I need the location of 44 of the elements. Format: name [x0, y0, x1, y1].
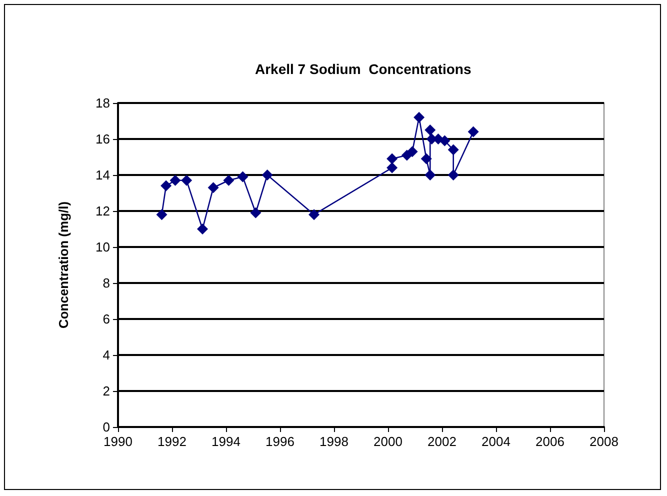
point — [439, 135, 450, 146]
x-tick-label: 1994 — [212, 434, 240, 449]
point — [170, 174, 181, 186]
x-tick-label: 1992 — [158, 434, 186, 449]
point — [160, 180, 172, 192]
y-tick-label: 0 — [102, 420, 110, 434]
x-tick-label: 1998 — [320, 434, 348, 449]
point — [386, 162, 398, 174]
point — [237, 171, 248, 182]
y-tick-label: 8 — [102, 276, 110, 290]
y-tick-label: 2 — [102, 384, 110, 398]
y-tick-label: 18 — [96, 96, 110, 110]
y-tick-label: 12 — [96, 204, 110, 218]
y-tick-label: 14 — [96, 168, 110, 182]
y-tick-label: 16 — [96, 132, 110, 146]
x-tick-label: 1990 — [104, 434, 132, 449]
point — [468, 126, 479, 138]
point — [424, 124, 436, 136]
chart-title: Arkell 7 Sodium Concentrations — [255, 61, 472, 77]
y-axis-title: Concentration (mg/l) — [56, 201, 71, 329]
point — [181, 174, 192, 186]
x-tick-label: 2008 — [590, 434, 618, 449]
point — [262, 170, 273, 180]
point — [406, 146, 418, 158]
y-tick-label: 10 — [96, 240, 110, 254]
y-tick-label: 4 — [102, 348, 110, 362]
y-tick-label: 6 — [102, 312, 110, 326]
point — [156, 209, 168, 220]
x-tick-label: 2000 — [374, 434, 402, 449]
point — [208, 182, 219, 194]
point — [420, 153, 432, 164]
point — [448, 170, 459, 180]
point — [250, 207, 262, 218]
point — [424, 170, 436, 180]
point — [308, 209, 320, 220]
point — [223, 174, 234, 186]
x-tick-label: 2002 — [428, 434, 456, 449]
point — [197, 224, 208, 234]
x-tick-label: 2006 — [536, 434, 564, 449]
point — [414, 112, 425, 123]
point — [386, 153, 398, 164]
point — [448, 144, 459, 156]
x-tick-label: 1996 — [266, 434, 294, 449]
x-tick-label: 2004 — [482, 434, 510, 449]
